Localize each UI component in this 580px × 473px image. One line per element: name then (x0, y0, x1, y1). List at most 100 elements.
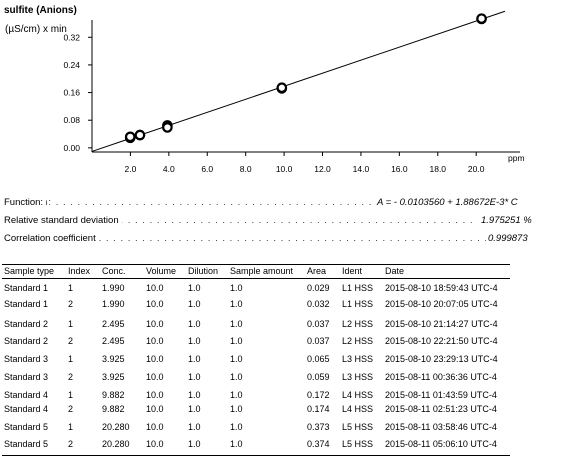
table-cell: 0.065 (307, 354, 330, 364)
table-cell: 0.373 (307, 422, 330, 432)
y-axis-label: (µS/cm) x min (5, 24, 67, 35)
table-cell: L3 HSS (342, 372, 374, 382)
table-cell: Standard 1 (4, 299, 49, 309)
table-cell: 2 (68, 336, 74, 346)
table-cell: 1.0 (188, 299, 201, 309)
table-cell: 2 (68, 439, 74, 449)
column-header: Volume (146, 266, 177, 276)
correlation-label: Correlation coefficient (4, 233, 99, 244)
table-cell: L2 HSS (342, 319, 374, 329)
table-cell: L4 HSS (342, 404, 374, 414)
table-cell: L5 HSS (342, 439, 374, 449)
data-point (276, 82, 288, 94)
y-tick-label: 0.00 (63, 143, 80, 153)
table-cell: 1.0 (188, 319, 201, 329)
table-cell: 10.0 (146, 422, 164, 432)
chart-title: sulfite (Anions) (4, 5, 77, 16)
table-cell: 2015-08-10 23:29:13 UTC-4 (385, 354, 498, 364)
column-header: Area (307, 266, 327, 276)
table-cell: 2015-08-11 01:43:59 UTC-4 (385, 390, 497, 400)
table-cell: 10.0 (146, 404, 164, 414)
table-cell: 2.495 (102, 319, 125, 329)
table-cell: 1.0 (188, 404, 201, 414)
table-bottom-rule (2, 455, 510, 456)
table-cell: 2015-08-10 22:21:50 UTC-4 (385, 336, 498, 346)
table-cell: L1 HSS (342, 299, 374, 309)
table-cell: L5 HSS (342, 422, 374, 432)
table-cell: 0.174 (307, 404, 330, 414)
data-point (162, 122, 173, 133)
table-cell: 1.0 (230, 404, 243, 414)
table-cell: 2015-08-11 03:58:46 UTC-4 (385, 422, 497, 432)
table-cell: 0.059 (307, 372, 330, 382)
table-cell: 2015-08-11 02:51:23 UTC-4 (385, 404, 497, 414)
table-cell: Standard 3 (4, 372, 49, 382)
table-cell: 1.0 (230, 354, 243, 364)
table-header-rule (2, 278, 510, 279)
table-cell: 3.925 (102, 354, 125, 364)
x-tick-label: 14.0 (353, 164, 370, 174)
table-cell: 2 (68, 299, 74, 309)
table-cell: 9.882 (102, 404, 125, 414)
table-cell: Standard 5 (4, 439, 49, 449)
table-cell: 10.0 (146, 299, 164, 309)
table-cell: 9.882 (102, 390, 125, 400)
y-tick-label: 0.08 (63, 115, 80, 125)
table-cell: 0.172 (307, 390, 330, 400)
table-cell: 1.0 (188, 354, 201, 364)
table-cell: 2015-08-10 18:59:43 UTC-4 (385, 283, 498, 293)
y-tick-label: 0.24 (63, 60, 80, 70)
table-cell: 1.0 (188, 390, 201, 400)
table-cell: 20.280 (102, 439, 130, 449)
rsd-label: Relative standard deviation (4, 215, 122, 226)
table-cell: 1.990 (102, 283, 125, 293)
x-tick-label: 8.0 (240, 164, 252, 174)
table-cell: 1.0 (230, 319, 243, 329)
x-tick-label: 18.0 (429, 164, 446, 174)
table-cell: 10.0 (146, 336, 164, 346)
table-cell: 1.0 (188, 422, 201, 432)
table-cell: L2 HSS (342, 336, 374, 346)
table-cell: 10.0 (146, 354, 164, 364)
table-cell: 1.0 (230, 372, 243, 382)
table-cell: 2015-08-10 21:14:27 UTC-4 (385, 319, 498, 329)
fit-line-group (91, 10, 506, 152)
table-cell: 10.0 (146, 372, 164, 382)
column-header: Index (68, 266, 91, 276)
table-cell: Standard 2 (4, 336, 49, 346)
table-cell: 1 (68, 422, 74, 432)
table-cell: Standard 4 (4, 390, 49, 400)
function-value: A = - 0.0103560 + 1.88672E-3* C (377, 197, 518, 208)
column-header: Dilution (188, 266, 219, 276)
table-cell: 1 (68, 390, 74, 400)
table-cell: 10.0 (146, 283, 164, 293)
table-cell: 10.0 (146, 390, 164, 400)
correlation-value: 0.999873 (488, 233, 528, 244)
table-cell: Standard 5 (4, 422, 49, 432)
table-cell: 0.029 (307, 283, 330, 293)
table-cell: 1 (68, 283, 74, 293)
table-cell: L3 HSS (342, 354, 374, 364)
column-header: Sample amount (230, 266, 294, 276)
x-tick-label: 20.0 (468, 164, 485, 174)
x-tick-label: 6.0 (201, 164, 213, 174)
table-cell: 2015-08-10 20:07:05 UTC-4 (385, 299, 498, 309)
x-axis-label: ppm (508, 153, 525, 163)
table-cell: 10.0 (146, 319, 164, 329)
x-tick-label: 2.0 (125, 164, 137, 174)
column-header: Conc. (102, 266, 126, 276)
y-tick-label: 0.32 (63, 32, 80, 42)
x-tick-label: 10.0 (276, 164, 293, 174)
table-cell: 0.032 (307, 299, 330, 309)
data-point (476, 13, 487, 24)
table-cell: 3.925 (102, 372, 125, 382)
table-cell: 1.0 (230, 336, 243, 346)
table-cell: 1.0 (230, 283, 243, 293)
table-cell: 1.0 (188, 372, 201, 382)
x-tick-label: 12.0 (314, 164, 331, 174)
fit-line (91, 10, 506, 152)
table-cell: 2.495 (102, 336, 125, 346)
column-header: Ident (342, 266, 363, 276)
table-cell: 1 (68, 319, 74, 329)
table-cell: 1.990 (102, 299, 125, 309)
